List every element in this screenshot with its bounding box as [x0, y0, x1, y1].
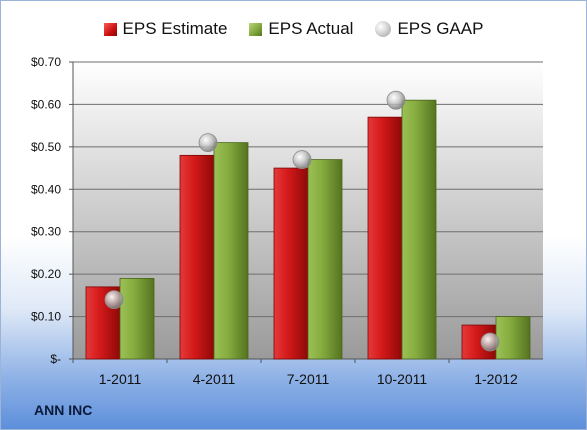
- x-tick-label-10-2011: 10-2011: [377, 371, 428, 387]
- legend-label-eps-gaap: EPS GAAP: [397, 19, 484, 38]
- bar-eps-estimate-4-2011: [179, 154, 215, 360]
- bar-eps-estimate-7-2011: [273, 167, 309, 360]
- y-tick-label-4: $0.40: [31, 182, 61, 196]
- x-tick-label-4-2011: 4-2011: [193, 371, 236, 387]
- legend-swatch-eps-actual: [249, 22, 263, 36]
- marker-eps-gaap-1-2012: [480, 332, 500, 352]
- chart-legend: EPS Estimate EPS Actual EPS GAAP: [0, 16, 587, 42]
- marker-eps-gaap-10-2011: [386, 90, 406, 110]
- y-tick-label-7: $0.70: [31, 55, 61, 69]
- x-tick-label-7-2011: 7-2011: [287, 371, 330, 387]
- legend-item-eps-actual: EPS Actual: [249, 19, 353, 39]
- y-tick-label-2: $0.20: [31, 267, 61, 281]
- y-tick-label-5: $0.50: [31, 140, 61, 154]
- company-name: ANN INC: [34, 402, 93, 418]
- legend-label-eps-estimate: EPS Estimate: [122, 19, 228, 38]
- marker-eps-gaap-1-2011: [104, 290, 124, 310]
- legend-item-eps-gaap: EPS GAAP: [375, 19, 483, 39]
- y-tick-label-0: $-: [50, 352, 61, 366]
- legend-swatch-eps-gaap: [375, 21, 392, 37]
- legend-label-eps-actual: EPS Actual: [268, 19, 354, 38]
- marker-eps-gaap-7-2011: [292, 150, 312, 169]
- marker-eps-gaap-4-2011: [198, 133, 218, 153]
- bar-eps-actual-10-2011: [401, 99, 437, 360]
- bar-eps-actual-1-2011: [119, 277, 155, 360]
- x-tick-label-1-2012: 1-2012: [474, 371, 518, 387]
- legend-item-eps-estimate: EPS Estimate: [103, 19, 228, 39]
- legend-swatch-eps-estimate: [103, 22, 117, 36]
- y-tick-label-1: $0.10: [31, 310, 61, 324]
- y-tick-label-6: $0.60: [31, 97, 61, 111]
- bar-eps-actual-4-2011: [213, 142, 249, 360]
- y-tick-label-3: $0.30: [31, 225, 61, 239]
- bar-eps-actual-7-2011: [307, 159, 343, 360]
- x-tick-label-1-2011: 1-2011: [99, 371, 142, 387]
- bar-eps-estimate-10-2011: [367, 116, 403, 360]
- bar-eps-actual-1-2012: [495, 316, 531, 360]
